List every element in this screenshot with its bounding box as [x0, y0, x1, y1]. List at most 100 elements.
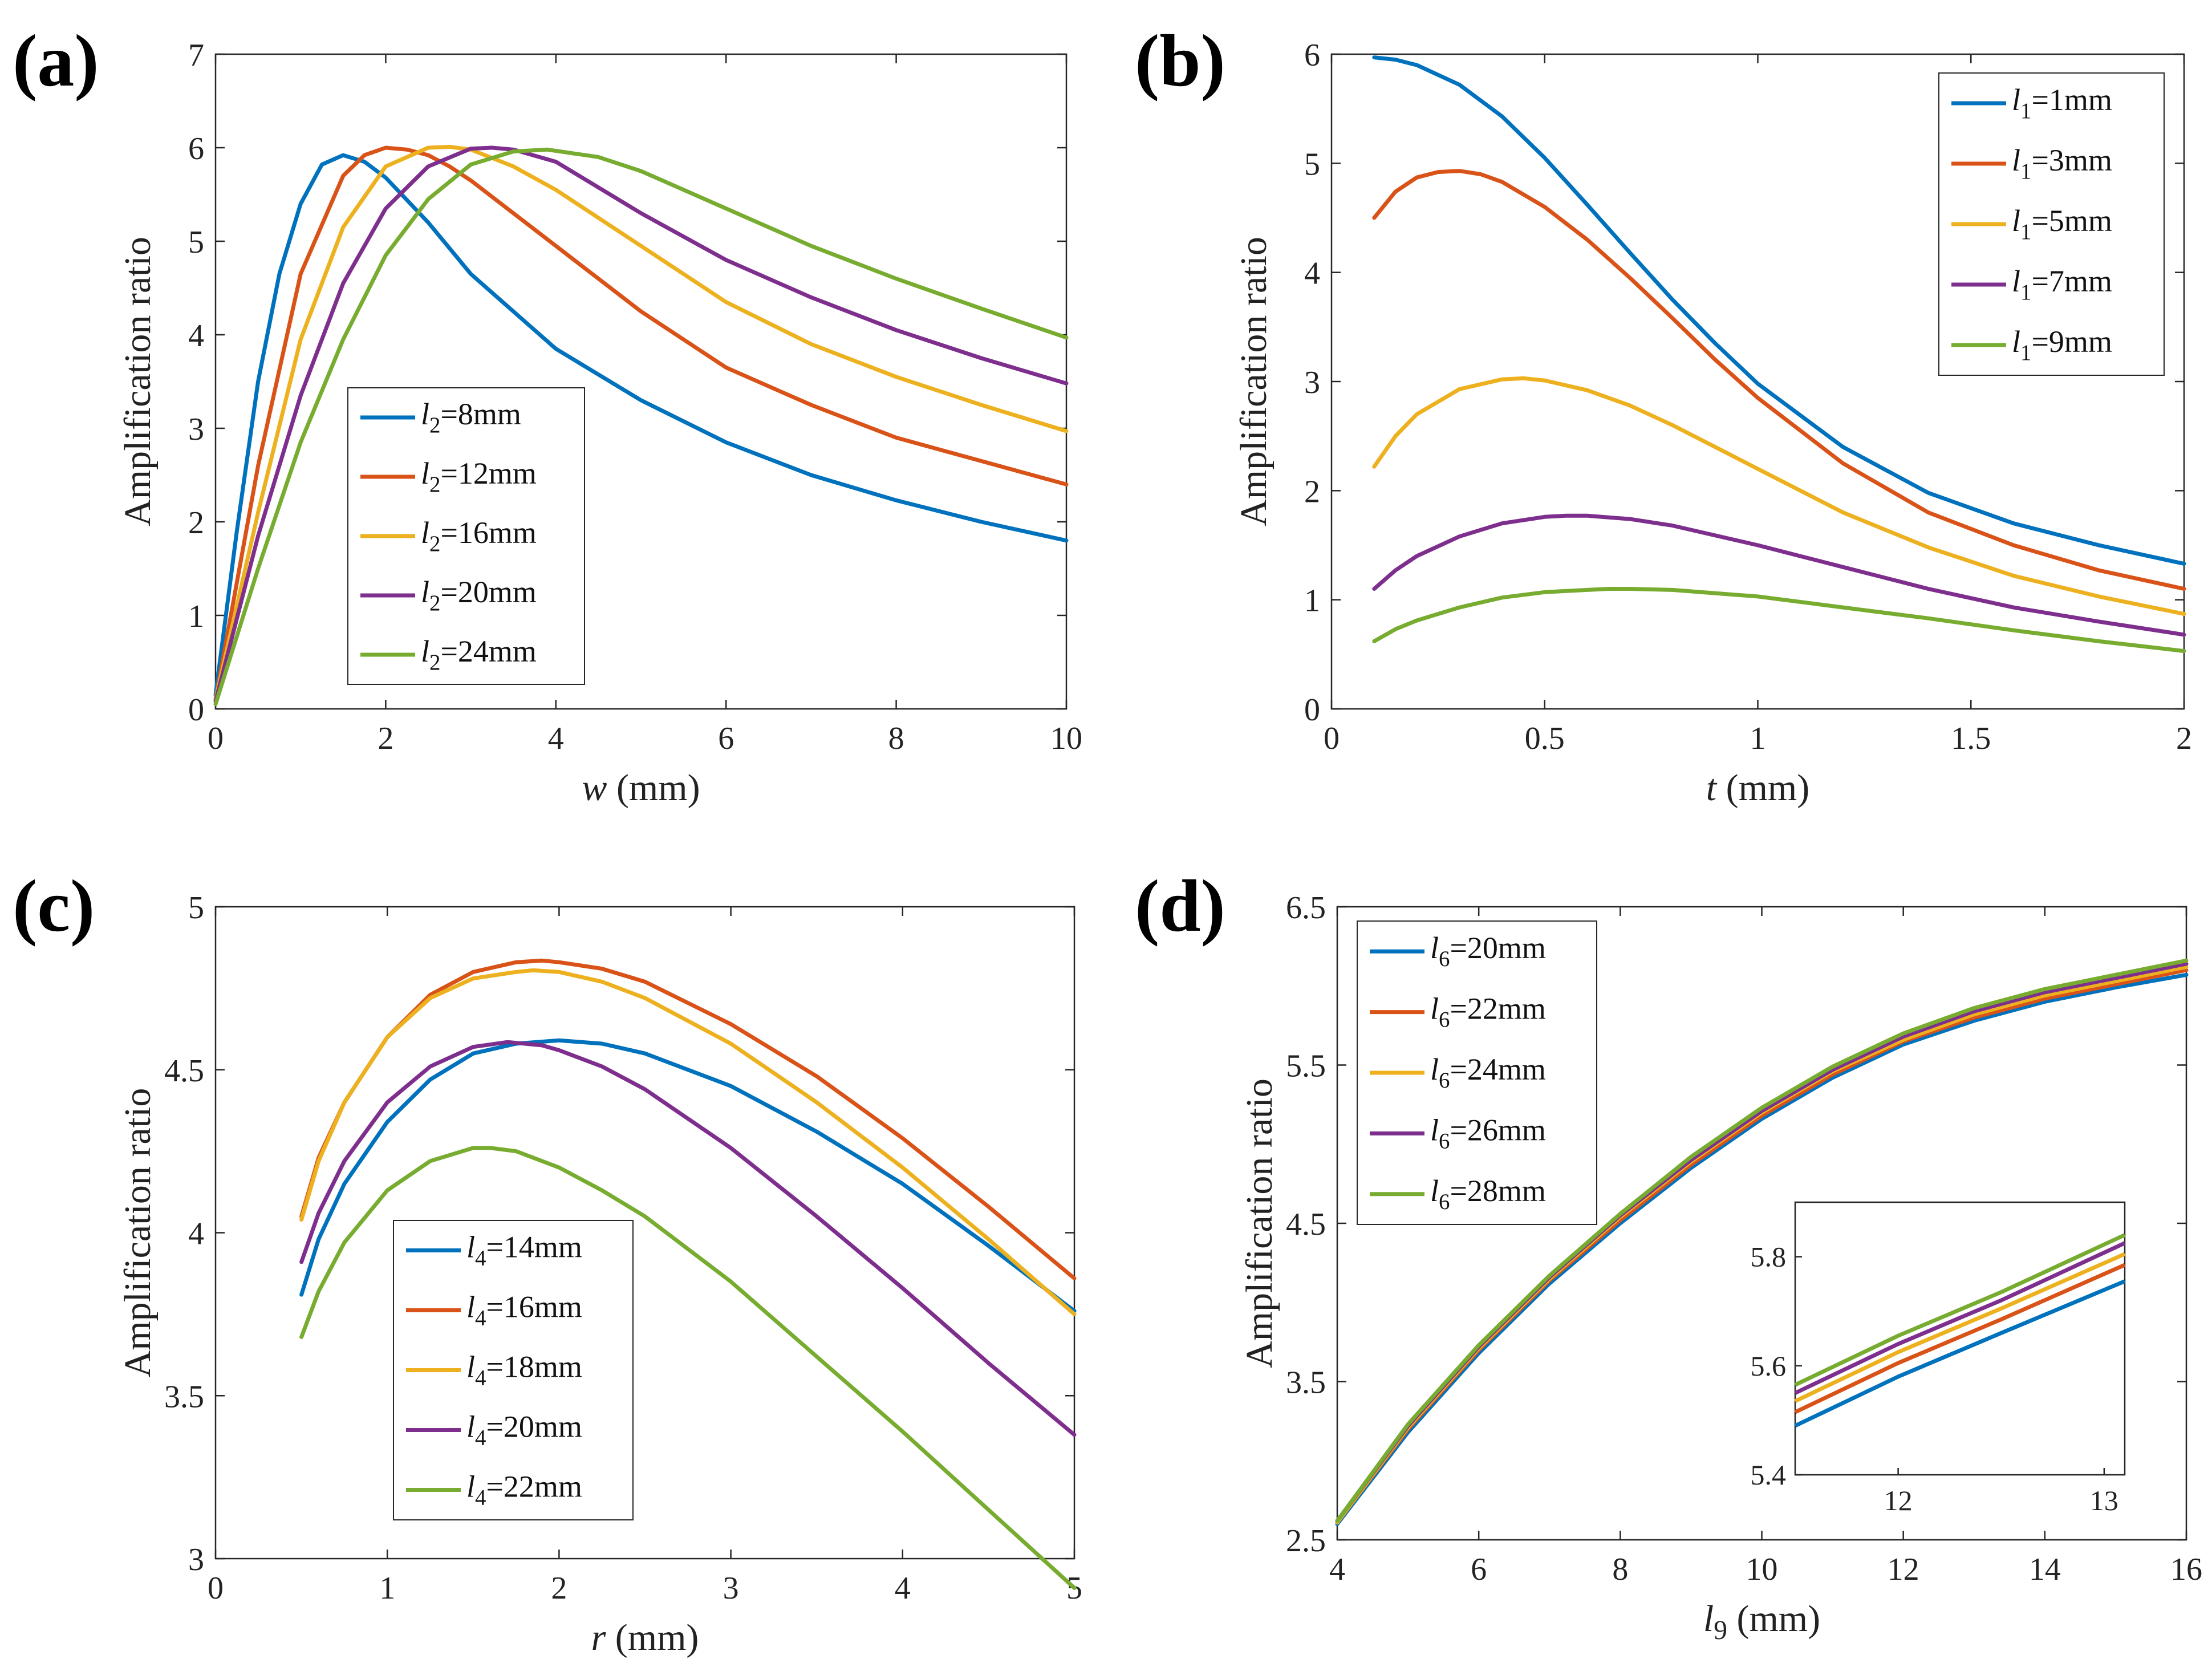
legend-entry-4: l2=20mm [421, 575, 537, 615]
y-tick-label: 2.5 [1286, 1523, 1326, 1559]
inset-y-tick-label: 5.4 [1751, 1459, 1787, 1491]
series-line-5 [213, 147, 1069, 707]
series-line-1 [1372, 55, 2186, 566]
inset-series-line-3 [1794, 1252, 2126, 1404]
y-tick-label: 5 [1304, 147, 1320, 182]
y-tick-label: 4 [188, 1216, 204, 1252]
y-tick-label: 0 [188, 692, 204, 728]
y-tick-label: 0 [1304, 692, 1320, 728]
legend-entry-1: l2=8mm [421, 397, 521, 437]
y-tick-label: 3 [188, 1542, 204, 1577]
inset-x-tick-label: 13 [2090, 1485, 2118, 1516]
x-tick-label: 4 [548, 721, 564, 756]
x-tick-label: 1.5 [1951, 721, 1991, 756]
legend-entry-5: l4=22mm [466, 1470, 582, 1510]
y-tick-label: 3 [188, 412, 204, 447]
y-tick-label: 2 [1304, 474, 1320, 509]
y-axis-label: Amplification ratio [1233, 237, 1275, 526]
legend-entry-3: l4=18mm [466, 1350, 582, 1390]
y-tick-label: 7 [188, 38, 204, 73]
series-line-5 [299, 1146, 1077, 1590]
inset-x-tick-label: 12 [1884, 1485, 1913, 1516]
x-tick-label: 2 [378, 721, 393, 756]
x-tick-label: 12 [1888, 1552, 1919, 1587]
series-line-1 [1335, 972, 2189, 1526]
legend-entry-2: l1=3mm [2012, 143, 2112, 184]
series-line-4 [299, 1040, 1077, 1437]
legend-entry-1: l4=14mm [466, 1230, 582, 1271]
y-tick-label: 4.5 [164, 1053, 204, 1089]
panel-label-2: (b) [1135, 20, 1225, 102]
x-tick-label: 6 [718, 721, 734, 756]
panel-label-4: (d) [1135, 865, 1225, 947]
x-axis-label: t (mm) [1706, 767, 1809, 809]
series-line-3 [1372, 376, 2186, 616]
series-line-5 [1335, 958, 2189, 1523]
y-tick-label: 5.5 [1286, 1049, 1326, 1084]
panel-label-1: (a) [13, 20, 99, 102]
y-tick-label: 2 [188, 505, 204, 541]
legend-entry-1: l6=20mm [1430, 931, 1546, 971]
x-tick-label: 0 [208, 1571, 224, 1606]
x-tick-label: 8 [1612, 1552, 1628, 1587]
x-tick-label: 1 [1750, 721, 1766, 756]
inset-series-line-2 [1794, 1263, 2126, 1414]
x-tick-label: 4 [895, 1571, 911, 1606]
y-tick-label: 5 [188, 225, 204, 260]
series-line-5 [1372, 587, 2186, 654]
x-tick-label: 6 [1471, 1552, 1487, 1587]
x-tick-label: 1 [379, 1571, 395, 1606]
chart-panel-1: 0 2 4 6 8 10 0 1 2 3 4 5 6 7 Amplification ratio w (mm)… [117, 38, 1082, 809]
series-line-2 [1372, 169, 2186, 591]
legend-entry-2: l4=16mm [466, 1290, 582, 1331]
series-line-1 [299, 1038, 1077, 1313]
inset-y-tick-label: 5.8 [1751, 1241, 1787, 1273]
y-tick-label: 1 [1304, 583, 1320, 619]
x-tick-label: 14 [2029, 1552, 2061, 1587]
y-tick-label: 3.5 [164, 1379, 204, 1414]
x-axis-label: r (mm) [591, 1617, 699, 1658]
x-tick-label: 16 [2170, 1552, 2202, 1587]
x-tick-label: 2 [551, 1571, 567, 1606]
x-tick-label: 0 [1324, 721, 1340, 756]
legend: l6=20mm l6=22mm l6=24mm l6=26mm l6=28mm [1357, 920, 1597, 1225]
y-tick-label: 4 [188, 318, 204, 354]
plot-area-frame [214, 906, 1075, 1560]
y-axis-label: Amplification ratio [1239, 1078, 1280, 1368]
legend: l1=1mm l1=3mm l1=5mm l1=7mm l1=9mm [1938, 72, 2165, 376]
x-axis-label: l9 (mm) [1703, 1598, 1820, 1645]
y-tick-label: 1 [188, 599, 204, 634]
series-line-1 [213, 153, 1069, 697]
x-tick-label: 0 [208, 721, 224, 756]
inset-zoom: 12 13 5.4 5.6 5.8 [1751, 1201, 2126, 1516]
inset-series-line-5 [1794, 1233, 2126, 1387]
legend-entry-2: l6=22mm [1430, 992, 1546, 1032]
y-tick-label: 3 [1304, 365, 1320, 400]
legend-entry-5: l2=24mm [421, 634, 537, 675]
y-tick-label: 4 [1304, 256, 1320, 291]
x-tick-label: 10 [1746, 1552, 1778, 1587]
x-tick-label: 3 [723, 1571, 739, 1606]
y-tick-label: 6 [188, 131, 204, 167]
series-line-3 [213, 144, 1069, 702]
series-line-4 [213, 145, 1069, 704]
series-line-4 [1372, 513, 2186, 637]
legend: l2=8mm l2=12mm l2=16mm l2=20mm l2=24mm [347, 387, 585, 685]
legend-entry-5: l6=28mm [1430, 1174, 1546, 1214]
legend-entry-5: l1=9mm [2012, 325, 2112, 365]
legend-entry-4: l4=20mm [466, 1410, 582, 1450]
x-tick-label: 10 [1050, 721, 1082, 756]
x-tick-label: 2 [2176, 721, 2192, 756]
legend-entry-3: l2=16mm [421, 516, 537, 556]
y-tick-label: 6 [1304, 38, 1320, 73]
y-tick-label: 4.5 [1286, 1207, 1326, 1242]
x-tick-label: 4 [1329, 1552, 1345, 1587]
chart-panel-2: 0 0.5 1 1.5 2 0 1 2 3 4 5 6 Amplification ratio t (mm… [1233, 38, 2192, 809]
legend-entry-4: l6=26mm [1430, 1113, 1546, 1153]
inset-y-tick-label: 5.6 [1751, 1350, 1787, 1382]
legend-entry-3: l6=24mm [1430, 1052, 1546, 1093]
legend-entry-1: l1=1mm [2012, 83, 2112, 123]
x-tick-label: 8 [888, 721, 904, 756]
